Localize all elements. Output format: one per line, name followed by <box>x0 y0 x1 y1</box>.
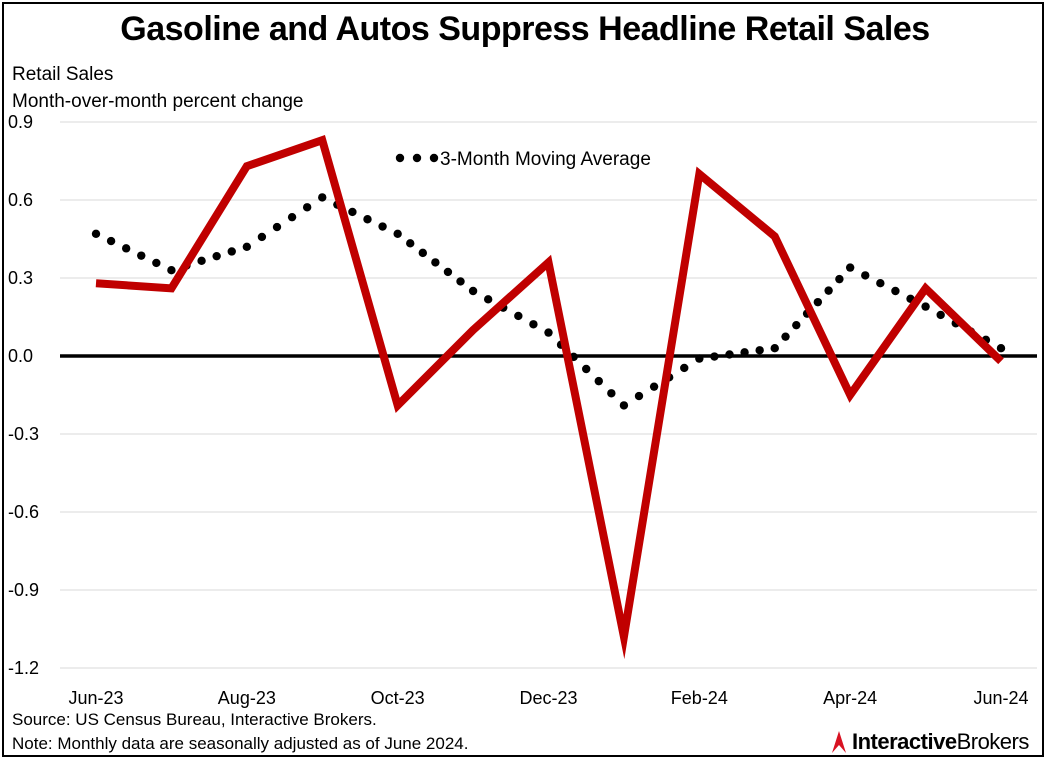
x-tick-labels: Jun-23 Aug-23 Oct-23 Dec-23 Feb-24 Apr-24 Jun-… <box>68 688 1028 708</box>
moving-average-dot <box>725 350 734 359</box>
moving-average-dot <box>257 232 267 242</box>
moving-average-dot <box>861 271 870 280</box>
moving-average-dot <box>634 391 644 401</box>
legend: 3-Month Moving Average <box>395 149 651 170</box>
moving-average-dot <box>936 310 945 320</box>
moving-average-dot <box>740 348 749 357</box>
moving-average-dot <box>137 251 146 260</box>
y-tick-label: 0.3 <box>8 268 33 288</box>
logo-text-interactive: Interactive <box>852 729 957 754</box>
x-tick-label: Apr-24 <box>823 688 877 708</box>
y-tick-label: -0.6 <box>8 502 39 522</box>
y-axis-label-line1: Retail Sales <box>12 64 114 85</box>
moving-average-dot <box>406 239 415 248</box>
moving-average-dot <box>302 203 312 212</box>
moving-average-dot <box>813 297 823 307</box>
moving-average-dot <box>483 295 493 304</box>
moving-average-dot <box>378 222 387 231</box>
moving-average-dot <box>393 229 402 238</box>
legend-dot <box>429 153 439 163</box>
brokers-flame-icon <box>832 731 846 753</box>
moving-average-dot <box>348 207 357 217</box>
y-tick-labels: 0.9 0.6 0.3 0.0 -0.3 -0.6 -0.9 -1.2 <box>8 112 39 678</box>
x-tick-label: Feb-24 <box>671 688 728 708</box>
moving-average-dot <box>514 311 523 321</box>
y-tick-label: 0.0 <box>8 346 33 366</box>
x-tick-label: Jun-24 <box>973 688 1028 708</box>
moving-average-dot <box>544 328 553 337</box>
moving-average-dot <box>227 247 236 256</box>
moving-average-dot <box>582 364 591 374</box>
moving-average-dot <box>607 389 616 398</box>
moving-average-dot <box>431 258 440 267</box>
x-tick-label: Aug-23 <box>218 688 276 708</box>
moving-average-dot <box>152 258 161 268</box>
moving-average-dot <box>792 320 801 330</box>
y-axis-label-line2: Month-over-month percent change <box>12 91 304 112</box>
moving-average-dot <box>996 344 1006 353</box>
moving-average-dot <box>363 215 372 224</box>
moving-average-dot <box>529 320 538 329</box>
moving-average-dot <box>212 251 221 261</box>
moving-average-dot <box>197 256 206 266</box>
moving-average-dot <box>770 344 779 353</box>
moving-average-dot <box>891 286 900 296</box>
x-tick-label: Oct-23 <box>371 688 425 708</box>
moving-average-dot <box>91 229 101 238</box>
moving-average-dot <box>695 354 704 363</box>
moving-average-dot <box>287 212 297 222</box>
x-tick-label: Dec-23 <box>519 688 577 708</box>
y-tick-label: -0.9 <box>8 580 39 600</box>
chart-title: Gasoline and Autos Suppress Headline Ret… <box>120 10 930 48</box>
logo-text-brokers: Brokers <box>956 729 1030 754</box>
moving-average-dot <box>781 332 790 341</box>
moving-average-dot <box>272 222 282 232</box>
moving-average-dot <box>824 286 833 295</box>
moving-average-dot <box>845 263 855 272</box>
series-line-retail-sales <box>95 135 1004 660</box>
moving-average-dot <box>680 363 689 373</box>
moving-average-dot <box>443 267 453 277</box>
gridlines <box>60 121 1037 669</box>
moving-average-dot <box>710 352 719 361</box>
moving-average-dot <box>649 382 659 391</box>
moving-average-dot <box>835 274 844 284</box>
moving-average-dot <box>619 401 629 410</box>
moving-average-dot <box>594 376 603 386</box>
moving-average-dot <box>106 236 116 246</box>
legend-dot <box>395 153 405 163</box>
legend-label: 3-Month Moving Average <box>440 149 651 170</box>
y-tick-label: -0.3 <box>8 424 39 444</box>
source-note: Source: US Census Bureau, Interactive Br… <box>12 710 377 729</box>
interactive-brokers-logo: Interactive Brokers <box>830 729 1029 755</box>
data-note: Note: Monthly data are seasonally adjust… <box>12 734 469 753</box>
moving-average-dot <box>755 346 764 355</box>
moving-average-dot <box>468 286 478 296</box>
y-tick-label: 0.6 <box>8 190 33 210</box>
moving-average-dot <box>167 266 176 275</box>
series-line-moving-average <box>91 193 1006 410</box>
moving-average-dot <box>418 248 428 258</box>
moving-average-dot <box>876 279 885 288</box>
moving-average-dot <box>242 242 252 251</box>
y-tick-label: 0.9 <box>8 112 33 132</box>
y-tick-label: -1.2 <box>8 658 39 678</box>
moving-average-dot <box>318 193 327 202</box>
moving-average-dot <box>921 302 930 311</box>
legend-dotted-marker <box>395 153 439 163</box>
x-tick-label: Jun-23 <box>68 688 123 708</box>
legend-dot <box>412 153 422 163</box>
moving-average-dot <box>121 244 131 253</box>
series-layer <box>91 135 1006 660</box>
moving-average-dot <box>456 277 465 286</box>
